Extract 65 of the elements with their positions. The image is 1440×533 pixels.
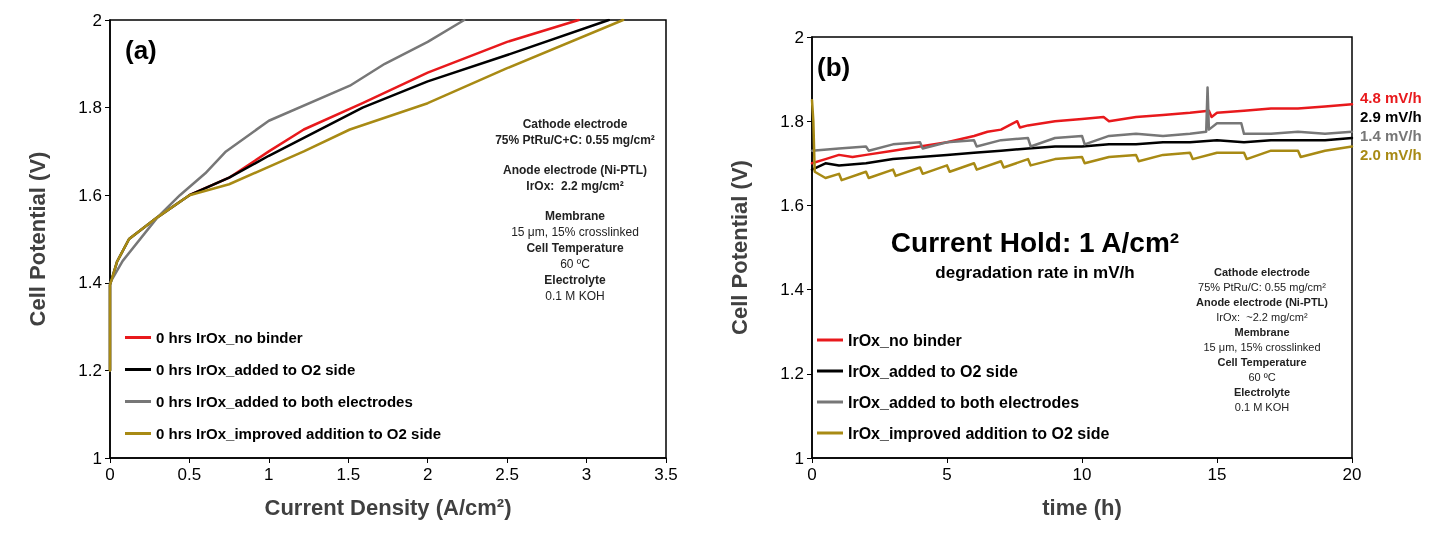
legend-label: IrOx_added to O2 side [848,362,1018,380]
x-tick-label: 20 [1342,465,1362,484]
x-tick-label: 2.5 [495,465,519,484]
x-tick-label: 0 [105,465,115,484]
y-tick-label: 2 [92,10,102,30]
annotation: Anode electrode (Ni-PTL) [502,163,648,177]
text: (b) [817,52,851,82]
y-tick-label: 1 [794,448,804,468]
annotation: Cell Temperature [526,241,624,255]
legend-label: IrOx_no binder [848,331,962,349]
text: 1.4 mV/h [1360,126,1422,144]
annotation: 75% PtRu/C+C: 0.55 mg/cm² [495,133,655,147]
y-tick-label: 1.2 [78,360,102,380]
y-tick-label: 1 [92,448,102,468]
annotation: Anode electrode (Ni-PTL) [1195,295,1329,308]
y-tick-label: 1.8 [780,111,804,131]
y-tick-label: 1.2 [780,364,804,384]
legend-label: IrOx_added to both electrodes [848,393,1080,411]
y-tick-label: 1.6 [78,185,102,205]
x-axis-title: Current Density (A/cm²) [264,494,512,520]
y-axis-title: Cell Potential (V) [726,160,752,335]
legend-label: 0 hrs IrOx_improved addition to O2 side [156,425,442,442]
annotation: Cell Temperature [1217,355,1307,368]
x-tick-label: 3 [581,465,592,484]
x-tick-label: 1.5 [336,465,361,484]
annotation: IrOx: 2.2 mg/cm² [526,179,624,193]
annotation: Cathode electrode [1214,265,1310,278]
annotation: 60 ºC [560,257,591,271]
x-tick-label: 3.5 [654,465,678,484]
x-tick-label: 5 [942,465,952,484]
annotation: Cathode electrode [522,117,628,131]
y-tick-label: 1.8 [78,98,102,118]
annotation: 0.1 M KOH [545,289,605,303]
text: 2.0 mV/h [1360,145,1422,163]
y-tick-label: 1.6 [780,195,804,215]
legend-label: 0 hrs IrOx_no binder [156,329,303,346]
legend-label: 0 hrs IrOx_added to both electrodes [156,393,413,410]
legend-label: IrOx_improved addition to O2 side [848,424,1110,442]
annotation: Electrolyte [544,273,607,287]
y-tick-label: 1.4 [78,273,102,293]
annotation: Membrane [544,209,606,223]
annotation: 0.1 M KOH [1234,400,1290,413]
x-tick-label: 1 [264,465,274,484]
annotation: degradation rate in mV/h [935,263,1135,282]
x-tick-label: 15 [1207,465,1227,484]
y-tick-label: 2 [794,27,804,47]
annotation: Electrolyte [1233,385,1291,398]
annotation: 15 μm, 15% crosslinked [511,225,639,239]
annotation: 15 μm, 15% crosslinked [1203,340,1321,353]
annotation: 60 ºC [1248,370,1276,383]
legend-label: 0 hrs IrOx_added to O2 side [156,361,356,378]
annotation: Membrane [1234,325,1290,338]
x-tick-label: 10 [1072,465,1092,484]
y-tick-label: 1.4 [780,280,804,300]
text: 4.8 mV/h [1360,88,1422,106]
x-tick-label: 0 [807,465,817,484]
text: (a) [125,35,157,65]
text: Current Hold: 1 A/cm² [890,226,1180,258]
x-tick-label: 0.5 [177,465,202,484]
x-axis-title: time (h) [1042,494,1122,520]
y-axis-title: Cell Potential (V) [24,151,50,327]
annotation: IrOx: ~2.2 mg/cm² [1216,310,1309,323]
x-tick-label: 2 [422,465,433,484]
text: 2.9 mV/h [1360,107,1422,125]
annotation: 75% PtRu/C: 0.55 mg/cm² [1198,280,1327,293]
